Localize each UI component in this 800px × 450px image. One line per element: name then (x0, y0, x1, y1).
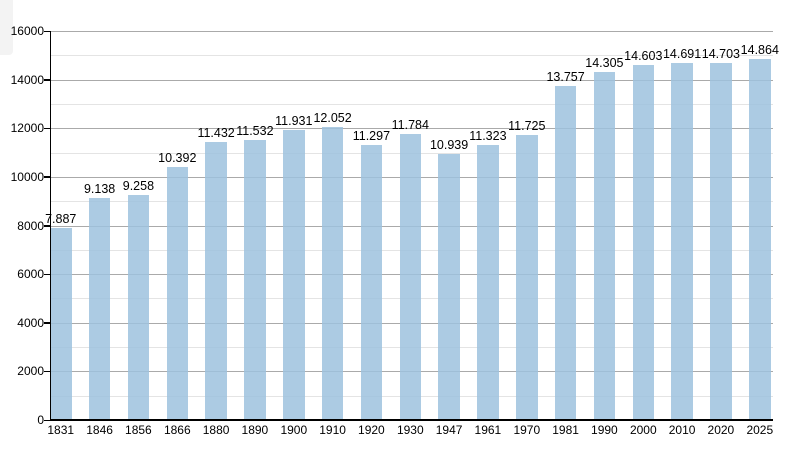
bar-1900 (283, 129, 305, 420)
bar-value-label: 10.392 (158, 151, 197, 166)
y-axis-label: 6000 (17, 267, 44, 282)
x-axis-label: 2000 (629, 423, 657, 437)
bar-1831 (50, 228, 72, 420)
bar-value-label: 11.323 (469, 128, 507, 143)
x-axis-label: 2010 (668, 423, 696, 437)
bar-value-label: 11.931 (275, 113, 313, 128)
bar-2010 (671, 62, 693, 420)
x-axis-label: 1831 (47, 423, 75, 437)
y-axis-tick (43, 79, 50, 81)
x-axis-label: 1961 (474, 423, 502, 437)
gridline-major (51, 79, 773, 81)
bar-2020 (710, 62, 732, 420)
y-axis-tick (43, 127, 50, 130)
bar-value-label: 11.297 (352, 129, 391, 144)
x-axis-label: 1890 (241, 423, 269, 437)
bar-1846 (88, 197, 111, 420)
x-axis-label: 1866 (163, 423, 191, 437)
bar-1920 (360, 145, 383, 420)
bar-1866 (166, 167, 188, 420)
bar-1856 (127, 194, 150, 420)
y-axis-tick (43, 419, 50, 421)
x-axis-label: 1846 (86, 423, 113, 437)
gridline-minor (51, 55, 773, 57)
y-axis-label: 12000 (10, 121, 44, 136)
x-axis-label: 2020 (707, 423, 735, 437)
y-axis-tick (43, 30, 50, 32)
bar-value-label: 14.691 (662, 46, 702, 61)
bar-value-label: 14.603 (624, 49, 663, 63)
y-axis-label: 0 (37, 413, 44, 427)
bar-1981 (554, 85, 577, 420)
gridline-major (51, 128, 773, 130)
y-axis-tick (43, 225, 50, 227)
bar-value-label: 14.305 (585, 56, 624, 71)
x-axis-label: 1920 (358, 423, 385, 437)
bar-value-label: 14.864 (740, 42, 779, 57)
bar-value-label: 10.939 (429, 138, 469, 152)
x-axis-label: 1947 (435, 423, 463, 437)
bar-value-label: 11.725 (508, 118, 546, 133)
bar-2000 (632, 65, 654, 420)
corner-artifact (0, 0, 13, 55)
bar-1990 (593, 72, 616, 420)
bar-value-label: 9.138 (83, 181, 116, 196)
x-axis-label: 1981 (552, 423, 579, 437)
y-axis-label: 14000 (10, 72, 44, 87)
bar-1970 (516, 134, 538, 420)
x-axis-label: 1880 (202, 423, 230, 437)
bar-1961 (477, 144, 499, 420)
x-axis-label: 2025 (746, 423, 774, 437)
x-axis-label: 1930 (396, 423, 424, 437)
y-axis-label: 4000 (17, 315, 44, 330)
y-axis-label: 16000 (10, 24, 44, 38)
bar-1890 (244, 139, 266, 420)
y-axis-tick (43, 322, 50, 324)
plot-area: 0 2000 4000 6000 8000 10000 12000 14000 16000 183… (11, 24, 779, 437)
bar-value-label: 7.887 (45, 212, 77, 227)
y-axis-label: 10000 (10, 169, 44, 184)
bar-1947 (438, 154, 460, 420)
bar-value-label: 11.784 (391, 117, 429, 132)
bar-value-label: 14.703 (701, 46, 740, 61)
bar-value-label: 12.052 (313, 111, 352, 125)
x-axis-label: 1856 (125, 423, 152, 437)
bar-1880 (205, 142, 227, 420)
y-axis-line (49, 31, 51, 420)
bar-value-label: 11.532 (236, 123, 274, 138)
x-axis-label: 1970 (513, 423, 541, 437)
bar-value-label: 9.258 (122, 178, 155, 193)
bar-2025 (749, 58, 771, 420)
gridline-major (51, 31, 773, 32)
bar-1930 (399, 133, 421, 420)
y-axis-label: 8000 (17, 218, 44, 233)
y-axis-label: 2000 (17, 364, 44, 379)
y-axis-tick (43, 273, 50, 276)
y-axis-tick (43, 370, 50, 373)
bar-value-label: 13.757 (546, 69, 585, 84)
x-axis-line (49, 419, 773, 421)
x-axis-label: 1910 (319, 423, 346, 437)
x-axis-label: 1900 (280, 423, 308, 437)
x-axis-label: 1990 (591, 423, 618, 437)
gridline-minor (51, 103, 773, 105)
bar-1910 (321, 127, 344, 420)
y-axis-tick (43, 176, 50, 178)
bar-value-label: 11.432 (197, 126, 235, 141)
